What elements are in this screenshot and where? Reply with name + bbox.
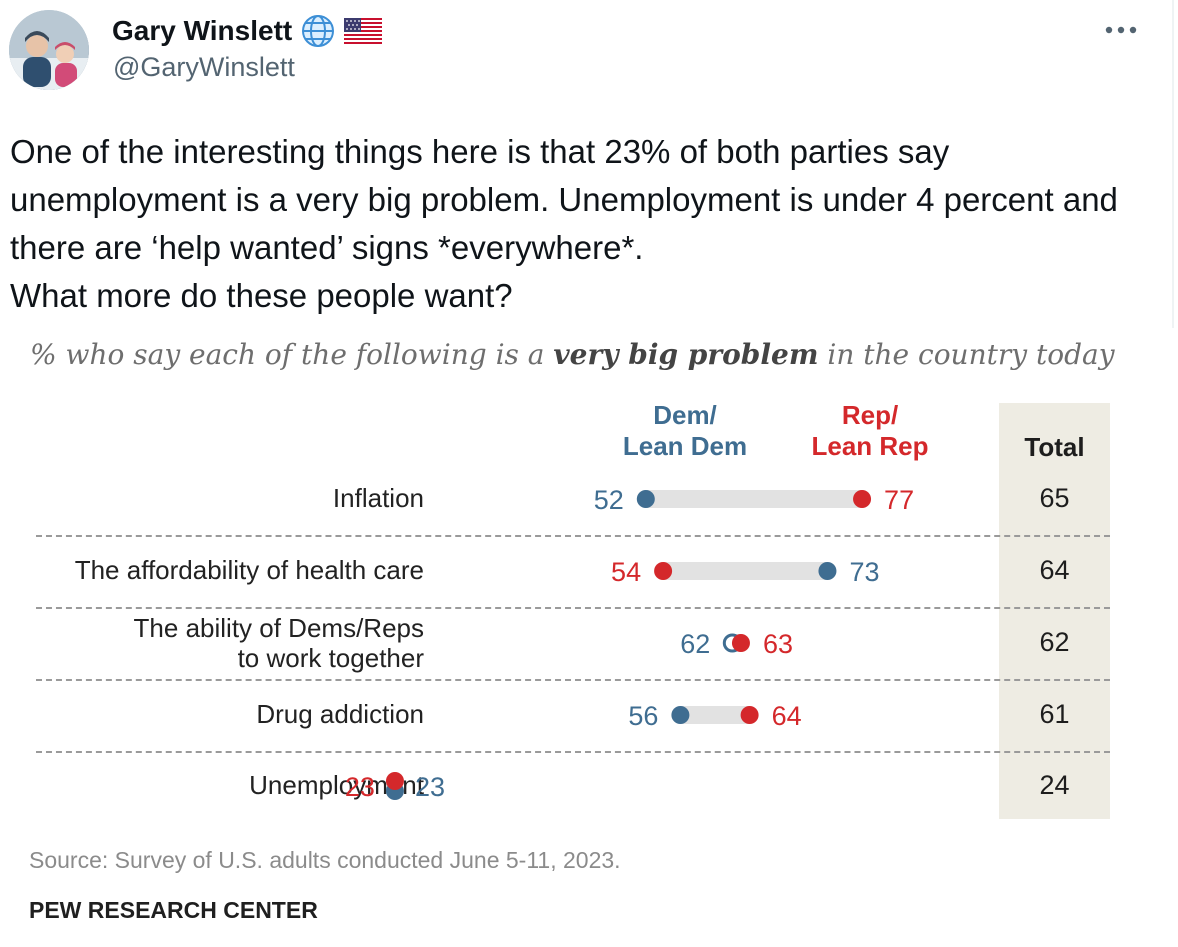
name-row: Gary Winslett xyxy=(112,12,383,50)
rep-column-header: Rep/ Lean Rep xyxy=(811,400,929,461)
range-bar xyxy=(680,706,750,724)
rep-value-label: 54 xyxy=(611,557,641,587)
column-border xyxy=(1172,0,1174,328)
total-value: 24 xyxy=(1039,770,1070,800)
dem-value-label: 73 xyxy=(849,557,879,587)
dem-value-label: 56 xyxy=(628,701,658,731)
us-flag-icon xyxy=(344,18,383,44)
rep-dot xyxy=(385,772,404,790)
chart-title: % who say each of the following is a ver… xyxy=(30,338,1115,371)
rep-value-label: 23 xyxy=(345,772,375,802)
row-divider xyxy=(36,751,1110,753)
row-label: Drug addiction xyxy=(256,699,424,729)
rep-dot xyxy=(853,490,872,508)
row-label: The ability of Dems/Reps to work togethe… xyxy=(133,613,424,673)
row-label: The affordability of health care xyxy=(74,555,424,585)
row-divider xyxy=(36,607,1110,609)
dem-dot xyxy=(636,490,655,508)
rep-dot xyxy=(654,562,673,580)
total-column-band xyxy=(999,403,1110,819)
range-bar xyxy=(663,562,828,580)
chart-image[interactable]: % who say each of the following is a ver… xyxy=(0,330,1178,947)
rep-dot xyxy=(731,634,750,652)
dem-dot xyxy=(818,562,837,580)
chart-brand: PEW RESEARCH CENTER xyxy=(29,897,318,923)
dem-dot xyxy=(671,706,690,724)
total-value: 61 xyxy=(1039,699,1070,729)
more-horizontal-icon xyxy=(1105,26,1137,34)
row-label: Inflation xyxy=(332,483,424,513)
range-bar xyxy=(645,490,863,508)
avatar-photo-icon xyxy=(9,10,89,90)
dem-value-label: 52 xyxy=(594,485,624,515)
dem-value-label: 23 xyxy=(415,772,445,802)
total-value: 65 xyxy=(1039,483,1070,513)
globe-icon xyxy=(300,13,336,49)
rep-value-label: 63 xyxy=(763,629,793,659)
user-handle[interactable]: @GaryWinslett xyxy=(113,52,295,82)
tweet-text: One of the interesting things here is th… xyxy=(10,133,1118,314)
more-options-button[interactable] xyxy=(1098,12,1144,48)
rep-value-label: 77 xyxy=(884,485,914,515)
dem-value-label: 62 xyxy=(680,629,710,659)
total-column-header: Total xyxy=(1024,432,1085,462)
display-name[interactable]: Gary Winslett xyxy=(112,15,293,46)
chart-title-part: % who say each of the following is a xyxy=(30,338,545,371)
chart-title-emphasis: very big problem xyxy=(553,338,819,371)
avatar[interactable] xyxy=(9,10,89,90)
rep-dot xyxy=(740,706,759,724)
row-divider xyxy=(36,679,1110,681)
total-value: 64 xyxy=(1039,555,1070,585)
row-divider xyxy=(36,535,1110,537)
chart-source: Source: Survey of U.S. adults conducted … xyxy=(29,847,621,873)
total-value: 62 xyxy=(1039,627,1070,657)
chart-title-part: in the country today xyxy=(827,338,1115,371)
dot-plot: 52 77 73 54 62 63 56 64 23 23 xyxy=(345,485,914,802)
dem-column-header: Dem/ Lean Dem xyxy=(622,400,748,461)
rep-value-label: 64 xyxy=(772,701,802,731)
